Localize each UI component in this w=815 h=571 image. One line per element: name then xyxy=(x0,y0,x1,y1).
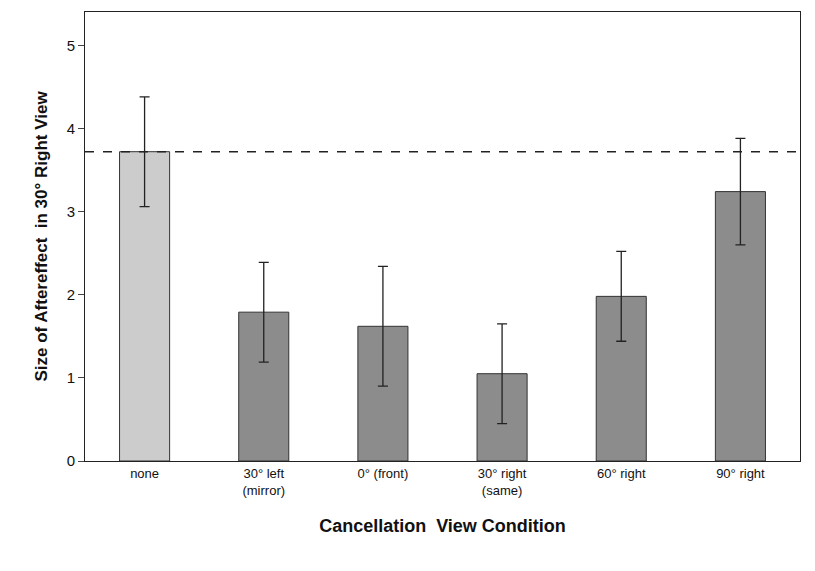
svg-text:4: 4 xyxy=(67,120,75,137)
svg-text:2: 2 xyxy=(67,286,75,303)
svg-text:none: none xyxy=(130,466,159,481)
svg-text:1: 1 xyxy=(67,369,75,386)
svg-text:Cancellation View Condition: Cancellation View Condition xyxy=(319,516,566,536)
svg-text:0° (front): 0° (front) xyxy=(358,466,409,481)
svg-text:30° right(same): 30° right(same) xyxy=(478,466,527,498)
svg-text:90° right: 90° right xyxy=(716,466,765,481)
svg-text:60° right: 60° right xyxy=(597,466,646,481)
svg-text:0: 0 xyxy=(67,452,75,469)
svg-text:30° left(mirror): 30° left(mirror) xyxy=(242,466,285,498)
svg-text:3: 3 xyxy=(67,203,75,220)
svg-text:Size of Aftereffect in 30° Ri: Size of Aftereffect in 30° Right View xyxy=(32,91,51,382)
svg-text:5: 5 xyxy=(67,37,75,54)
